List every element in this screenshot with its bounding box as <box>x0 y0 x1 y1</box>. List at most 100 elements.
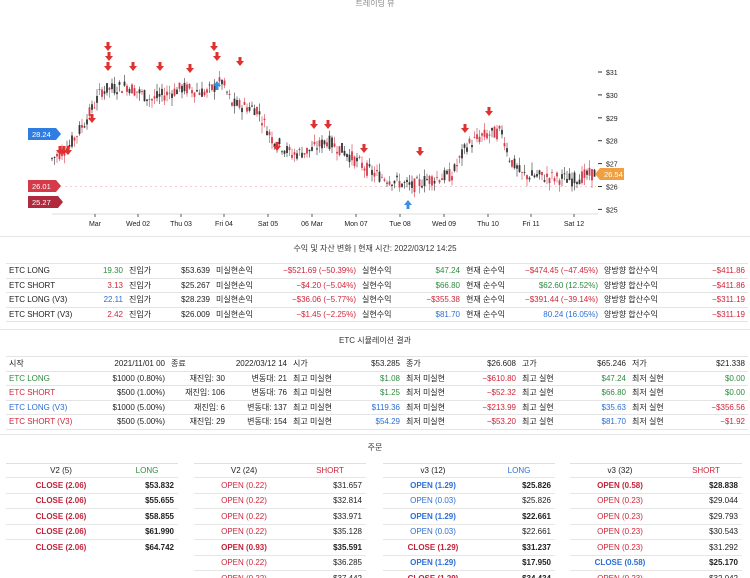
order-row[interactable]: CLOSE (0.58) $25.170 <box>570 554 742 571</box>
unrealized-pnl: −$36.06 (−5.77%) <box>271 292 359 307</box>
candle-body <box>176 89 178 95</box>
date-tick-label: Mon 07 <box>344 221 367 228</box>
order-row[interactable]: OPEN (0.22) $35.128 <box>194 523 366 540</box>
candle-body <box>191 90 193 94</box>
candle-body <box>293 152 296 155</box>
sell-arrow-icon <box>236 57 244 66</box>
candle-body <box>243 102 246 105</box>
order-action: OPEN (1.29) <box>383 477 483 493</box>
candle-body <box>506 148 508 153</box>
order-price: $35.591 <box>294 539 366 555</box>
order-action: OPEN (0.23) <box>570 492 670 509</box>
reentry-count: 재진입: 6 <box>168 399 228 415</box>
order-row[interactable]: CLOSE (2.06) $58.855 <box>6 508 178 524</box>
order-action: CLOSE (2.06) <box>6 492 116 509</box>
candle-body <box>218 77 221 82</box>
order-row[interactable]: OPEN (0.22) $33.971 <box>194 508 366 524</box>
candle-body <box>346 154 348 158</box>
candle-body <box>371 169 373 175</box>
order-version: v3 (12) <box>383 463 483 478</box>
candle-body <box>71 135 73 147</box>
price-badge: 25.27 <box>28 196 63 208</box>
candle-body <box>298 148 301 151</box>
date-tick-label: 06 Mar <box>301 221 323 228</box>
order-row[interactable]: CLOSE (2.06) $64.742 <box>6 539 178 555</box>
order-row[interactable]: OPEN (1.29) $25.826 <box>383 477 555 493</box>
order-row[interactable]: OPEN (0.23) $29.044 <box>570 492 742 509</box>
date-tick-label: Sat 05 <box>258 221 278 228</box>
realized-label: 실현수익 <box>359 306 403 322</box>
candle-body <box>86 119 88 125</box>
order-row[interactable]: OPEN (0.58) $28.838 <box>570 477 742 493</box>
order-row[interactable]: CLOSE (2.06) $53.832 <box>6 477 178 493</box>
end-label: 종료 <box>168 356 228 371</box>
order-row[interactable]: CLOSE (1.29)$34.434 <box>383 570 555 578</box>
candle-body <box>393 180 396 184</box>
candle-body <box>161 88 163 96</box>
candle-body <box>403 182 406 183</box>
order-price: $37.442 <box>294 570 366 578</box>
order-action: OPEN (0.23) <box>570 570 670 578</box>
candle-body <box>311 147 313 151</box>
sell-arrow-icon <box>485 107 493 116</box>
candle-body <box>241 107 243 113</box>
high-value: $65.246 <box>571 356 629 371</box>
max-realized-label: 최고 실현 <box>519 370 571 386</box>
candle-body <box>426 179 428 181</box>
order-row[interactable]: OPEN (0.03) $22.661 <box>383 523 555 540</box>
max-unrealized: $119.36 <box>345 399 403 415</box>
order-row[interactable]: CLOSE (2.06) $55.655 <box>6 492 178 509</box>
order-table-header: V2 (5) LONG <box>6 463 178 478</box>
order-table: v3 (12) LONG OPEN (1.29) $25.826 OPEN (0.03)… <box>383 463 555 578</box>
candle-body <box>233 98 236 107</box>
sell-arrow-icon <box>64 146 72 155</box>
order-row[interactable]: CLOSE (2.06) $61.990 <box>6 523 178 540</box>
order-price: $31.237 <box>483 539 555 555</box>
order-action: OPEN (0.23) <box>570 508 670 524</box>
net-pnl: −$474.45 (−47.45%) <box>515 263 601 278</box>
order-row[interactable]: OPEN (0.23) $30.543 <box>570 523 742 540</box>
candle-body <box>61 149 63 157</box>
candles <box>51 70 596 198</box>
order-row[interactable]: OPEN (0.23) $29.793 <box>570 508 742 524</box>
order-row[interactable]: OPEN (1.29) $17.950 <box>383 554 555 571</box>
candle-body <box>228 93 231 95</box>
candle-body <box>593 169 596 177</box>
order-row[interactable]: OPEN (0.22) $36.285 <box>194 554 366 571</box>
net-pnl: 80.24 (16.05%) <box>515 306 601 322</box>
price-badge: 28.24 <box>28 128 61 140</box>
candle-body <box>463 144 466 148</box>
position-qty: 2.42 <box>86 306 126 322</box>
sell-arrow-icon <box>156 62 164 71</box>
order-row[interactable]: OPEN (0.23) $31.292 <box>570 539 742 555</box>
badge-shape <box>28 180 61 192</box>
price-chart[interactable]: 트레이딩 뷰 $31 $30 $29 $28 $27 $26 $25 Mar Wed 02 Thu… <box>0 0 750 232</box>
candle-body <box>51 158 53 160</box>
change-band: 변동대: 137 <box>228 399 290 415</box>
candle-body <box>401 183 403 187</box>
pnl-section-title: 수익 및 자산 변화 | 현재 시간: 2022/03/12 14:25 <box>293 244 457 253</box>
low-label: 저가 <box>629 356 687 371</box>
order-side: SHORT <box>670 463 742 478</box>
strategy-name: ETC SHORT <box>6 385 88 400</box>
order-row[interactable]: OPEN (0.22) $32.814 <box>194 492 366 509</box>
order-price: $25.826 <box>483 477 555 493</box>
candlestick-chart-svg[interactable]: $31 $30 $29 $28 $27 $26 $25 Mar Wed 02 Thu 03 Fri … <box>0 0 750 232</box>
candle-body <box>353 156 356 167</box>
order-row[interactable]: OPEN (0.22) $31.657 <box>194 477 366 493</box>
entry-label: 진입가 <box>126 306 161 322</box>
order-row[interactable]: OPEN (0.22)$37.442 <box>194 570 366 578</box>
min-unrealized: −$213.99 <box>461 399 519 415</box>
order-row[interactable]: OPEN (0.23)$32.042 <box>570 570 742 578</box>
candle-body <box>113 84 116 94</box>
order-action: OPEN (1.29) <box>383 554 483 571</box>
candle-body <box>171 93 173 99</box>
position-qty: 22.11 <box>86 292 126 307</box>
order-row[interactable]: OPEN (1.29) $22.661 <box>383 508 555 524</box>
order-row[interactable]: OPEN (0.03) $25.826 <box>383 492 555 509</box>
candle-body <box>421 185 423 188</box>
divider <box>0 434 750 435</box>
candle-body <box>458 156 461 158</box>
order-row[interactable]: CLOSE (1.29) $31.237 <box>383 539 555 555</box>
order-row[interactable]: OPEN (0.93) $35.591 <box>194 539 366 555</box>
